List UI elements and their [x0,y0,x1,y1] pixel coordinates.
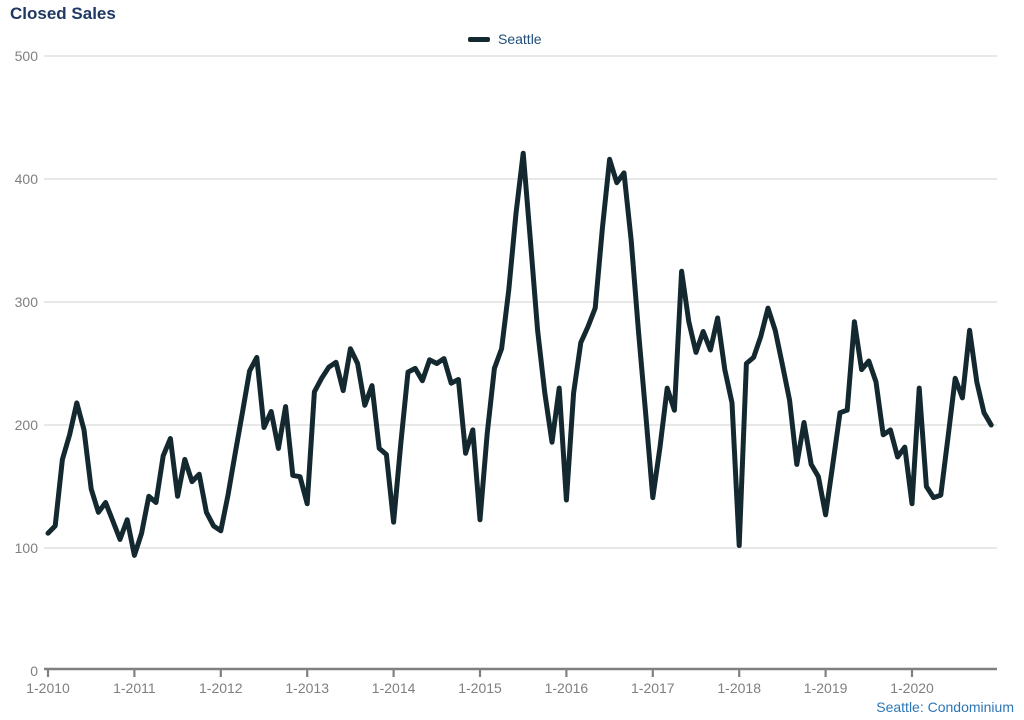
x-tick-label: 1-2010 [26,680,70,696]
x-tick-label: 1-2019 [804,680,848,696]
y-tick-label: 500 [15,48,39,64]
x-tick-label: 1-2016 [545,680,589,696]
x-tick-label: 1-2014 [372,680,416,696]
x-tick-label: 1-2020 [890,680,934,696]
y-tick-label: 100 [15,540,39,556]
series-line-seattle [45,150,994,558]
x-tick-label: 1-2011 [113,680,156,696]
y-tick-label: 400 [15,171,39,187]
legend-line-swatch [468,36,490,42]
legend-series-label: Seattle [498,31,542,47]
x-tick-label: 1-2018 [717,680,761,696]
chart-title: Closed Sales [10,4,116,23]
x-tick-label: 1-2012 [199,680,243,696]
x-tick-label: 1-2017 [631,680,675,696]
legend: Seattle [468,31,542,47]
y-tick-label: 200 [15,417,39,433]
y-tick-label: 0 [30,663,38,679]
x-tick-label: 1-2015 [458,680,502,696]
source-caption: Seattle: Condominium [876,699,1014,715]
x-tick-label: 1-2013 [285,680,329,696]
y-tick-label: 300 [15,294,39,310]
